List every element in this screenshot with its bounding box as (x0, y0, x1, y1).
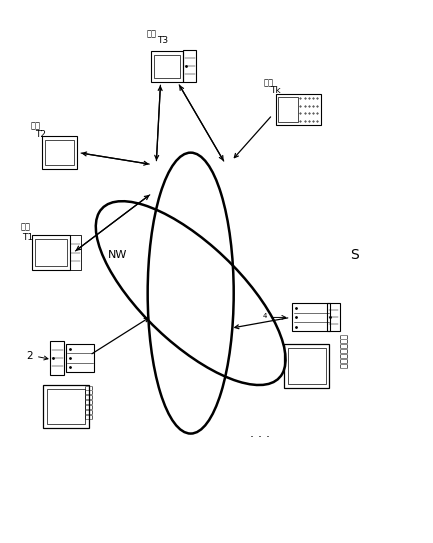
Bar (327, 304, 339, 331)
Bar (276, 94, 321, 125)
Text: T3: T3 (157, 36, 168, 45)
Bar (284, 344, 330, 388)
Bar (45, 140, 74, 165)
Text: . . .: . . . (249, 427, 269, 440)
Text: 2: 2 (26, 351, 32, 361)
Bar (70, 235, 81, 270)
Text: 4: 4 (262, 313, 267, 319)
Bar (66, 344, 94, 372)
Bar (35, 239, 67, 267)
Text: T1: T1 (22, 233, 33, 242)
Bar (151, 51, 183, 81)
Bar (43, 385, 88, 428)
Text: 端末: 端末 (31, 121, 41, 130)
Text: 情報提供サーバ: 情報提供サーバ (338, 333, 347, 369)
Bar (47, 389, 85, 424)
Bar (292, 304, 330, 331)
Bar (50, 341, 64, 375)
Bar (288, 348, 326, 384)
Text: NW: NW (108, 250, 127, 260)
Bar (32, 235, 70, 270)
Text: 端末: 端末 (264, 79, 274, 88)
Bar (154, 55, 180, 78)
Text: T2: T2 (35, 130, 45, 139)
Text: S: S (350, 248, 359, 262)
Text: Tk: Tk (271, 86, 281, 96)
Bar (278, 97, 298, 122)
Text: 広告処理サーバ: 広告処理サーバ (83, 385, 92, 420)
Text: 端末: 端末 (21, 222, 31, 231)
Bar (183, 50, 196, 83)
Text: 端末: 端末 (147, 29, 157, 38)
Bar (42, 136, 77, 169)
